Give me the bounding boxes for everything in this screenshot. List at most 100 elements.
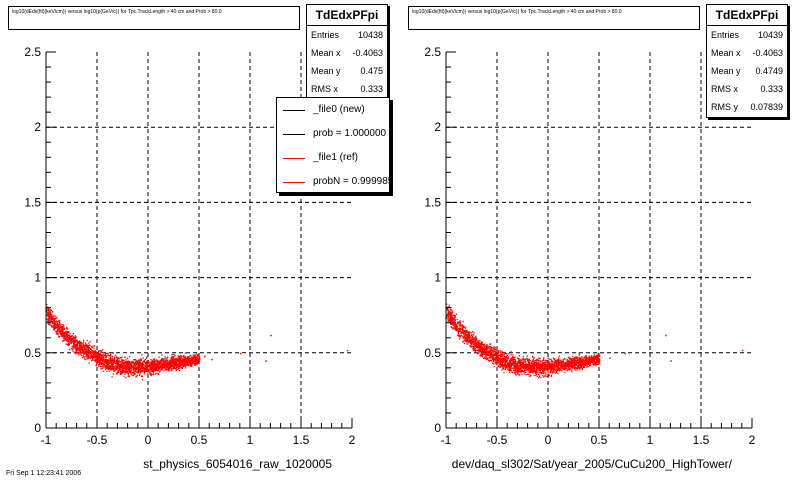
right-scatter-point (535, 369, 538, 371)
left-scatter-point (91, 352, 93, 354)
right-scatter-point (472, 334, 475, 336)
left-scatter-point (142, 378, 144, 381)
left-scatter-point (196, 358, 199, 361)
left-scatter-point (194, 355, 196, 357)
left-scatter-point (57, 328, 60, 330)
right-scatter-point (468, 337, 470, 339)
left-scatter-point (165, 359, 167, 361)
right-scatter-point (555, 360, 557, 362)
right-scatter-point (497, 352, 499, 354)
right-scatter-point (460, 335, 462, 337)
left-scatter-point (196, 362, 198, 364)
left-scatter-point (83, 350, 85, 353)
right-scatter-point (562, 364, 564, 366)
left-scatter-point (95, 363, 98, 366)
right-scatter-point (553, 367, 555, 369)
left-scatter-point (139, 362, 141, 364)
right-scatter-point (472, 337, 474, 339)
right-scatter-point (572, 355, 574, 358)
left-scatter-point (149, 363, 151, 366)
right-scatter-point (566, 368, 568, 370)
left-scatter-point (75, 336, 77, 338)
right-scatter-point (571, 366, 573, 368)
left-scatter-point (188, 360, 190, 362)
left-scatter-point (157, 373, 159, 375)
left-scatter-point (138, 365, 140, 367)
left-scatter-point (50, 320, 52, 322)
right-scatter-point (569, 361, 571, 363)
right-scatter-point (546, 360, 548, 362)
left-scatter-point (110, 361, 112, 363)
right-scatter-point (472, 339, 474, 341)
left-scatter-point (168, 362, 170, 364)
right-scatter-point (496, 353, 499, 355)
left-scatter-point (70, 341, 72, 344)
left-scatter-point (119, 357, 121, 359)
left-scatter-point (192, 354, 194, 356)
right-scatter-point (515, 365, 517, 367)
left-scatter-point (73, 347, 75, 349)
right-scatter-point (509, 365, 511, 367)
left-scatter-point (180, 362, 183, 365)
right-scatter-point (537, 364, 539, 367)
left-scatter-point (71, 348, 73, 351)
left-scatter-point (108, 360, 110, 363)
left-scatter-point (104, 361, 106, 363)
left-scatter-point (59, 323, 61, 325)
right-scatter-point (499, 361, 501, 364)
left-scatter-point (61, 333, 63, 336)
right-scatter-point (588, 359, 590, 362)
right-scatter-point (570, 363, 572, 365)
left-scatter-point (152, 372, 155, 374)
right-scatter-point (532, 356, 534, 358)
right-scatter-point (510, 367, 512, 370)
left-scatter-point (113, 367, 115, 369)
right-scatter-point (449, 312, 452, 315)
left-scatter-point (180, 367, 182, 369)
right-scatter-point (560, 364, 562, 366)
left-scatter-point (173, 365, 175, 367)
left-scatter-point (124, 362, 126, 364)
right-scatter-point (571, 369, 573, 371)
left-scatter-point (127, 364, 129, 366)
left-scatter-point (149, 361, 151, 364)
left-scatter-point (161, 367, 163, 370)
left-scatter-point (125, 377, 127, 379)
left-scatter-point (162, 359, 164, 361)
left-scatter-point (166, 368, 168, 370)
right-scatter-point (465, 331, 467, 333)
left-scatter-point (114, 359, 116, 361)
left-scatter-point (100, 350, 102, 352)
left-scatter-point (183, 356, 185, 358)
left-scatter-point (58, 321, 61, 323)
right-scatter-point (505, 360, 507, 362)
left-scatter-point (142, 363, 145, 365)
right-scatter-point (591, 356, 594, 359)
right-scatter-point (470, 344, 473, 346)
right-scatter-point (478, 348, 480, 350)
left-scatter-point (62, 327, 64, 329)
left-scatter-point (133, 372, 135, 374)
right-scatter-point (483, 350, 486, 353)
right-scatter-point (578, 364, 580, 367)
left-scatter-point (120, 361, 122, 363)
left-scatter-point (161, 363, 163, 365)
left-scatter-point (164, 368, 166, 370)
right-scatter-point (538, 377, 540, 379)
left-scatter-point (50, 313, 52, 315)
left-scatter-point (114, 362, 117, 364)
left-scatter-point (62, 340, 64, 342)
left-scatter-point (194, 363, 197, 365)
left-scatter-point (79, 347, 81, 349)
left-scatter-point (77, 343, 80, 345)
left-scatter-point (97, 359, 99, 362)
right-scatter-point (479, 346, 481, 349)
left-scatter-point (159, 362, 161, 364)
left-scatter-point (71, 341, 73, 343)
left-scatter-point (193, 355, 195, 357)
right-scatter-point (556, 369, 559, 371)
right-scatter-point (452, 323, 454, 325)
left-scatter-point (139, 359, 141, 361)
right-scatter-point (471, 342, 473, 344)
left-scatter-point (194, 360, 197, 362)
